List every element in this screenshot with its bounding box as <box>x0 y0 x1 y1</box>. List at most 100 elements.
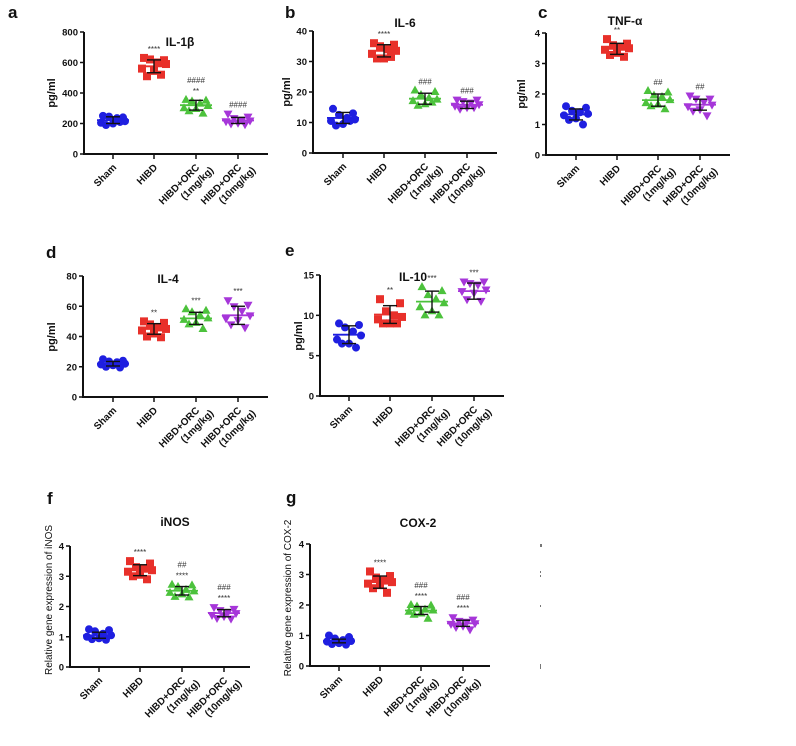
chart-panel-e: e IL-10 pg/ml 0 5 10 15 Sham HIBDHIBD+ORC(1mg/kg… <box>285 241 504 449</box>
y-axis-label: pg/ml <box>46 78 58 107</box>
y-tick-label: 3 <box>535 59 540 70</box>
x-category-label-line: Sham <box>555 163 582 190</box>
data-point-circle <box>116 363 124 372</box>
data-point-triangle-up <box>430 87 440 95</box>
artifact-mark <box>540 544 542 547</box>
data-point-triangle-up <box>660 104 670 113</box>
data-point-triangle-down <box>462 296 472 305</box>
data-point-triangle-up <box>420 310 430 319</box>
panel-letter: d <box>46 243 56 262</box>
data-point-triangle-down <box>240 121 250 130</box>
data-point-triangle-down <box>209 604 219 613</box>
series-sham <box>323 631 355 649</box>
data-point-square <box>601 45 609 54</box>
y-tick-label: 0 <box>302 149 307 160</box>
y-axis-label: pg/ml <box>516 79 528 108</box>
x-category-label: HIBD+ORC(1mg/kg) <box>619 158 678 217</box>
data-point-triangle-down <box>237 307 247 316</box>
y-axis-label: Relative gene expression of COX-2 <box>283 519 294 676</box>
series-sham <box>83 625 115 644</box>
panel-letter: c <box>538 3 547 22</box>
data-point-square <box>154 323 162 332</box>
data-point-circle <box>579 120 587 129</box>
y-tick-label: 4 <box>299 540 305 551</box>
x-category-label: Sham <box>92 162 119 189</box>
series-hibd-orc-10mg-kg: *** <box>457 268 491 306</box>
series-hibd-orc-10mg-kg: **** ### <box>446 593 480 635</box>
data-point-square <box>140 53 148 62</box>
series-hibd-orc-1mg-kg: *** <box>179 296 213 332</box>
data-point-square <box>157 333 165 342</box>
y-tick-label: 600 <box>62 58 78 69</box>
series-hibd-orc-1mg-kg: ### <box>408 77 442 109</box>
series-hibd: **** <box>364 558 396 597</box>
x-category-label-line: Sham <box>92 405 119 432</box>
x-category-label-line: Sham <box>322 161 349 188</box>
x-category-label-line: HIBD <box>365 161 390 186</box>
data-point-circle <box>349 109 357 118</box>
data-point-square <box>372 573 380 582</box>
x-category-label: HIBD+ORC(1mg/kg) <box>157 157 216 216</box>
series-hibd-orc-1mg-kg: *** <box>415 274 449 319</box>
y-axis-label: pg/ml <box>281 77 293 106</box>
data-point-triangle-down <box>245 117 255 126</box>
significance-label: ## <box>654 78 663 87</box>
data-point-triangle-down <box>451 623 461 632</box>
data-point-triangle-down <box>479 278 489 287</box>
panel-letter: g <box>286 488 296 507</box>
significance-label: *** <box>427 274 436 283</box>
significance-label: #### <box>229 101 247 110</box>
significance-label: **** <box>134 548 146 557</box>
data-point-triangle-down <box>458 98 468 107</box>
y-tick-label: 200 <box>62 119 78 130</box>
data-point-circle <box>88 635 96 644</box>
y-tick-label: 5 <box>309 351 315 362</box>
y-tick-label: 3 <box>299 570 304 581</box>
data-point-square <box>390 40 398 49</box>
data-point-triangle-down <box>243 301 253 310</box>
chart-title: IL-1β <box>166 35 195 49</box>
panel-letter: e <box>285 241 294 260</box>
significance-label: ** <box>151 308 157 317</box>
y-tick-label: 4 <box>59 542 65 553</box>
significance-label: ### <box>217 583 231 592</box>
x-category-label-line: Sham <box>318 674 345 701</box>
series-hibd: ** <box>374 286 406 328</box>
data-point-square <box>157 70 165 79</box>
data-point-square <box>138 326 146 335</box>
x-category-label-line: Sham <box>78 675 105 702</box>
x-category-label: Sham <box>78 675 105 702</box>
data-point-triangle-down <box>470 620 480 629</box>
series-hibd-orc-10mg-kg: #### <box>221 101 255 130</box>
data-point-triangle-up <box>641 98 651 107</box>
significance-label: **** <box>374 558 386 567</box>
y-tick-label: 800 <box>62 28 78 39</box>
significance-label: **** <box>176 572 188 581</box>
x-category-label: HIBD <box>121 675 146 700</box>
data-point-triangle-down <box>465 626 475 635</box>
y-axis-label: pg/ml <box>46 322 58 351</box>
data-point-triangle-up <box>187 307 197 316</box>
data-point-triangle-down <box>221 315 231 324</box>
data-point-square <box>143 72 151 81</box>
series-sham <box>97 355 129 372</box>
data-point-triangle-up <box>416 90 426 99</box>
series-hibd-orc-10mg-kg: ### <box>450 87 484 114</box>
data-point-triangle-down <box>226 615 236 624</box>
chart-title: IL-4 <box>157 272 179 286</box>
x-category-label: HIBD <box>365 161 390 186</box>
chart-panel-a: a IL-1β pg/ml 0 200 400 600 800 Sham HIBDHIBD+ORC… <box>8 3 268 216</box>
series-hibd: **** <box>124 548 156 584</box>
y-tick-label: 0 <box>309 392 314 403</box>
data-point-square <box>140 564 148 573</box>
x-category-label-line: HIBD <box>121 675 146 700</box>
data-point-triangle-up <box>187 580 197 589</box>
data-point-triangle-down <box>465 280 475 289</box>
significance-label: ## <box>178 561 187 570</box>
data-point-circle <box>355 321 363 330</box>
data-point-triangle-up <box>643 85 653 94</box>
data-point-square <box>368 49 376 58</box>
data-point-triangle-down <box>226 120 236 129</box>
x-category-label-line: HIBD <box>598 163 623 188</box>
x-category-label: HIBD <box>135 405 160 430</box>
